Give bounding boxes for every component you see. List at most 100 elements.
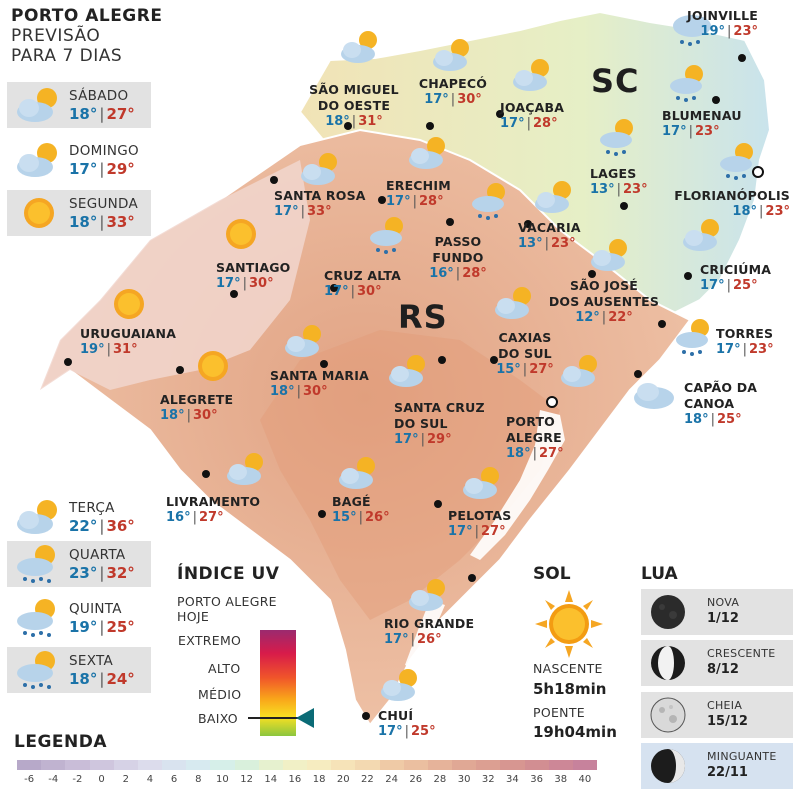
sun-icon xyxy=(198,351,228,381)
city-label-alegrete: ALEGRETE 18° | 30° xyxy=(160,392,234,423)
legend-tick-label: -2 xyxy=(72,774,83,785)
city-label-lages: LAGES 13° | 23° xyxy=(590,166,648,197)
day-temps: 18° | 33° xyxy=(69,213,135,231)
moon-phase-cheia: CHEIA 15/12 xyxy=(641,692,793,738)
legend-swatch xyxy=(17,760,42,770)
sun-icon xyxy=(535,590,603,658)
sun-cloud-icon xyxy=(381,669,417,701)
sun-cloud-icon xyxy=(591,239,627,271)
legend-tick-label: 2 xyxy=(122,774,129,785)
city-label-torres: TORRES 17° | 23° xyxy=(716,326,774,357)
sunset-label: POENTE xyxy=(533,705,585,720)
uv-level-alto: ALTO xyxy=(208,661,241,676)
legend-swatch xyxy=(234,760,259,770)
city-ring-porto-alegre xyxy=(546,396,558,408)
city-label-joacaba: JOAÇABA 17° | 28° xyxy=(500,100,565,131)
city-dot-chapeco xyxy=(426,122,434,130)
legend-swatch xyxy=(572,760,598,770)
legend-tick-label: -6 xyxy=(24,774,35,785)
sun-cloud-icon xyxy=(341,31,377,63)
city-dot-santiago xyxy=(230,290,238,298)
city-dot-passo-fundo xyxy=(446,218,454,226)
city-label-capao: CAPÃO DA CANOA 18° | 25° xyxy=(684,380,758,427)
city-dot-caxias xyxy=(490,356,498,364)
sun-cloud-icon xyxy=(17,500,57,534)
day-name: SEGUNDA xyxy=(69,196,139,212)
uv-level-medio: MÉDIO xyxy=(198,687,242,702)
day-name: SÁBADO xyxy=(69,88,129,104)
sun-icon xyxy=(24,198,54,228)
legend-tick-label: 0 xyxy=(98,774,105,785)
moon-phase-nova: NOVA 1/12 xyxy=(641,589,793,635)
cloud-rain-icon xyxy=(673,15,711,46)
forecast-day-1: SÁBADO 18° | 27° xyxy=(7,82,151,128)
sun-cloud-icon xyxy=(285,325,321,357)
cloud-icon xyxy=(634,383,674,409)
sun-cloud-icon xyxy=(17,88,57,122)
city-dot-sao-miguel xyxy=(344,122,352,130)
day-name: QUINTA xyxy=(69,601,122,617)
city-ring-florianopolis xyxy=(752,166,764,178)
city-dot-sao-jose xyxy=(588,270,596,278)
city-dot-santa-cruz xyxy=(438,356,446,364)
city-label-pelotas: PELOTAS 17° | 27° xyxy=(448,508,512,539)
city-label-porto-alegre: PORTO ALEGRE 18° | 27° xyxy=(506,414,564,461)
city-label-criciuma: CRICIÚMA 17° | 25° xyxy=(700,262,772,293)
forecast-day-3: SEGUNDA 18° | 33° xyxy=(7,190,151,236)
legend-swatch xyxy=(452,760,477,770)
sun-cloud-icon xyxy=(495,287,531,319)
city-dot-alegrete xyxy=(176,366,184,374)
uv-current-line xyxy=(248,717,298,719)
city-label-florianopolis: FLORIANÓPOLIS 18° | 23° xyxy=(674,188,790,219)
sun-cloud-icon xyxy=(339,457,375,489)
legend-swatch xyxy=(41,760,66,770)
uv-index-subtitle: PORTO ALEGRE HOJE xyxy=(177,594,277,624)
city-label-bage: BAGÉ 15° | 26° xyxy=(332,494,390,525)
city-dot-joinville xyxy=(738,54,746,62)
forecast-day-4: TERÇA 22° | 36° xyxy=(7,494,151,540)
legend-tick-label: 18 xyxy=(312,774,326,785)
sun-cloud-icon xyxy=(561,355,597,387)
sun-cloud-icon xyxy=(301,153,337,185)
sun-cloud-icon xyxy=(463,467,499,499)
forecast-day-7: SEXTA 18° | 24° xyxy=(7,647,151,693)
city-label-cruz-alta: CRUZ ALTA 17° | 30° xyxy=(324,268,401,299)
sun-cloud-icon xyxy=(683,219,719,251)
legend-tick-label: 20 xyxy=(336,774,350,785)
city-dot-santa-maria xyxy=(320,360,328,368)
sunset-time: 19h04min xyxy=(533,723,617,741)
uv-level-extremo: EXTREMO xyxy=(178,633,242,648)
city-label-caxias: CAXIAS DO SUL 15° | 27° xyxy=(496,330,554,377)
lagoa-dos-patos xyxy=(470,410,565,560)
legend-swatch xyxy=(331,760,356,770)
city-dot-capao xyxy=(634,370,642,378)
legend-swatch xyxy=(65,760,90,770)
city-dot-torres xyxy=(658,320,666,328)
waning-moon-icon xyxy=(651,749,685,783)
legend-swatch xyxy=(186,760,211,770)
city-label-erechim: ERECHIM 17° | 28° xyxy=(386,178,451,209)
city-dot-vacaria xyxy=(524,220,532,228)
new-moon-icon xyxy=(651,595,685,629)
legend-swatch xyxy=(162,760,187,770)
city-label-joinville: JOINVILLE 19° | 23° xyxy=(687,8,758,39)
city-dot-bage xyxy=(318,510,326,518)
city-dot-chui xyxy=(362,712,370,720)
legend-swatch xyxy=(258,760,283,770)
rs-west-region xyxy=(40,160,310,390)
legend-title: LEGENDA xyxy=(14,732,108,752)
sun-section-title: SOL xyxy=(533,564,571,584)
city-label-blumenau: BLUMENAU 17° | 23° xyxy=(662,108,742,139)
sun-cloud-icon xyxy=(433,39,469,71)
city-label-santa-maria: SANTA MARIA 18° | 30° xyxy=(270,368,369,399)
day-temps: 19° | 25° xyxy=(69,618,135,636)
legend-tick-label: 36 xyxy=(530,774,543,785)
sun-cloud-icon xyxy=(17,143,57,177)
forecast-title: PORTO ALEGRE PREVISÃO PARA 7 DIAS xyxy=(11,6,162,66)
day-temps: 22° | 36° xyxy=(69,517,135,535)
sun-cloud-rain-icon xyxy=(600,119,633,156)
forecast-day-5: QUARTA 23° | 32° xyxy=(7,541,151,587)
sun-cloud-icon xyxy=(409,579,445,611)
